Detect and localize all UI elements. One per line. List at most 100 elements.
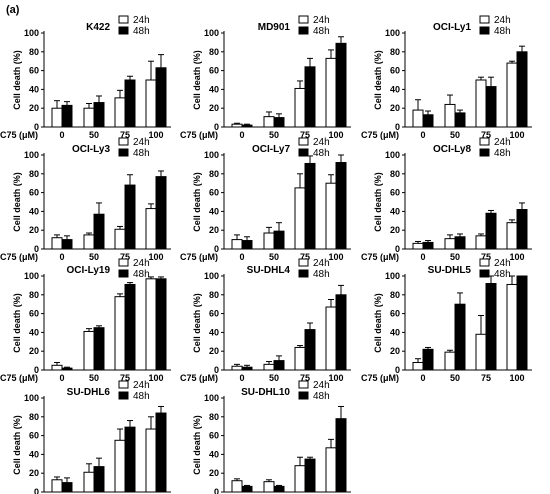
y-tick-label: 60 <box>209 431 219 441</box>
bar-48h-50 <box>454 303 466 371</box>
bar-48h-0 <box>61 482 73 493</box>
y-tick-label: 20 <box>390 225 400 235</box>
chart-title: K422 <box>86 22 110 33</box>
bar-48h-100 <box>335 162 347 250</box>
legend-label-48h: 48h <box>494 148 511 159</box>
y-tick-label: 100 <box>204 271 219 281</box>
y-tick-label: 40 <box>209 84 219 94</box>
bar-24h-50 <box>83 234 95 250</box>
legend-label-48h: 48h <box>133 391 150 402</box>
x-tick-label: 75 <box>120 252 130 262</box>
y-tick-label: 100 <box>385 150 400 160</box>
legend-label-48h: 48h <box>313 148 330 159</box>
chart-title: OCI-Ly7 <box>252 144 290 155</box>
bar-48h-75 <box>124 283 136 371</box>
legend-swatch-24h <box>298 15 309 24</box>
bar-48h-75 <box>485 212 497 250</box>
y-tick-label: 20 <box>209 346 219 356</box>
x-tick-label: 75 <box>481 130 491 140</box>
y-axis-title: Cell death (%) <box>192 172 202 232</box>
y-tick-label: 20 <box>390 103 400 113</box>
bar-48h-75 <box>304 66 316 128</box>
y-tick-label: 80 <box>209 412 219 422</box>
bar-48h-50 <box>454 112 466 128</box>
y-tick-label: 100 <box>24 150 39 160</box>
y-tick-label: 60 <box>390 66 400 76</box>
bar-48h-75 <box>124 426 136 493</box>
y-tick-label: 0 <box>214 365 219 375</box>
x-tick-label: 50 <box>89 373 99 383</box>
y-tick-label: 80 <box>209 169 219 179</box>
x-tick-label: 100 <box>328 373 343 383</box>
legend-swatch-24h <box>118 15 129 24</box>
bar-24h-50 <box>83 471 95 493</box>
bar-48h-100 <box>155 278 167 371</box>
bar-24h-75 <box>114 296 126 371</box>
legend-label-24h: 24h <box>133 137 150 148</box>
legend-swatch-48h <box>118 391 129 400</box>
bar-24h-50 <box>444 103 456 128</box>
legend-label-24h: 24h <box>494 258 511 269</box>
bar-48h-0 <box>61 239 73 250</box>
bar-24h-75 <box>475 235 487 250</box>
y-tick-label: 0 <box>214 244 219 254</box>
y-tick-label: 80 <box>390 290 400 300</box>
x-tick-label: 0 <box>420 373 425 383</box>
bar-48h-75 <box>124 79 136 128</box>
bar-48h-50 <box>93 466 105 493</box>
legend-label-48h: 48h <box>313 26 330 37</box>
bar-48h-75 <box>304 329 316 371</box>
bar-48h-75 <box>485 283 497 371</box>
bar-24h-0 <box>51 364 63 371</box>
x-tick-label: 0 <box>420 252 425 262</box>
bar-48h-50 <box>273 230 285 250</box>
legend-swatch-24h <box>479 15 490 24</box>
bar-24h-50 <box>263 363 275 371</box>
legend-label-24h: 24h <box>313 137 330 148</box>
y-axis-title: Cell death (%) <box>192 50 202 110</box>
bar-48h-50 <box>273 117 285 128</box>
y-tick-label: 60 <box>390 188 400 198</box>
y-tick-label: 60 <box>29 309 39 319</box>
bar-48h-50 <box>93 213 105 250</box>
x-tick-label: 0 <box>239 130 244 140</box>
x-axis-title: C75 (μM) <box>0 130 38 140</box>
bar-48h-50 <box>93 102 105 128</box>
x-tick-label: 50 <box>89 252 99 262</box>
bar-24h-0 <box>231 239 243 250</box>
legend-label-48h: 48h <box>133 269 150 280</box>
x-tick-label: 50 <box>269 373 279 383</box>
y-tick-label: 60 <box>209 188 219 198</box>
x-tick-label: 100 <box>328 252 343 262</box>
x-tick-label: 50 <box>450 373 460 383</box>
legend-label-48h: 48h <box>313 391 330 402</box>
y-tick-label: 40 <box>390 84 400 94</box>
x-tick-label: 75 <box>481 373 491 383</box>
bar-24h-50 <box>263 232 275 250</box>
y-tick-label: 100 <box>385 28 400 38</box>
legend-label-24h: 24h <box>494 15 511 26</box>
x-axis-title: C75 (μM) <box>0 373 38 383</box>
bar-48h-50 <box>454 236 466 250</box>
x-axis-title: C75 (μM) <box>361 373 399 383</box>
bar-24h-100 <box>325 447 337 493</box>
chart-title: OCI-Ly8 <box>433 144 471 155</box>
x-tick-label: 0 <box>59 373 64 383</box>
y-tick-label: 20 <box>29 225 39 235</box>
y-tick-label: 0 <box>34 244 39 254</box>
y-axis-title: Cell death (%) <box>373 50 383 110</box>
bar-24h-75 <box>475 79 487 128</box>
bar-24h-100 <box>506 62 518 128</box>
x-tick-label: 75 <box>120 130 130 140</box>
bar-24h-0 <box>51 479 63 493</box>
x-tick-label: 0 <box>239 252 244 262</box>
legend-label-48h: 48h <box>133 148 150 159</box>
bar-48h-100 <box>516 209 528 250</box>
y-tick-label: 0 <box>34 365 39 375</box>
y-tick-label: 20 <box>209 468 219 478</box>
chart-title: OCI-Ly3 <box>72 144 110 155</box>
x-tick-label: 100 <box>509 130 524 140</box>
bar-48h-0 <box>61 367 73 371</box>
y-axis-title: Cell death (%) <box>12 293 22 353</box>
